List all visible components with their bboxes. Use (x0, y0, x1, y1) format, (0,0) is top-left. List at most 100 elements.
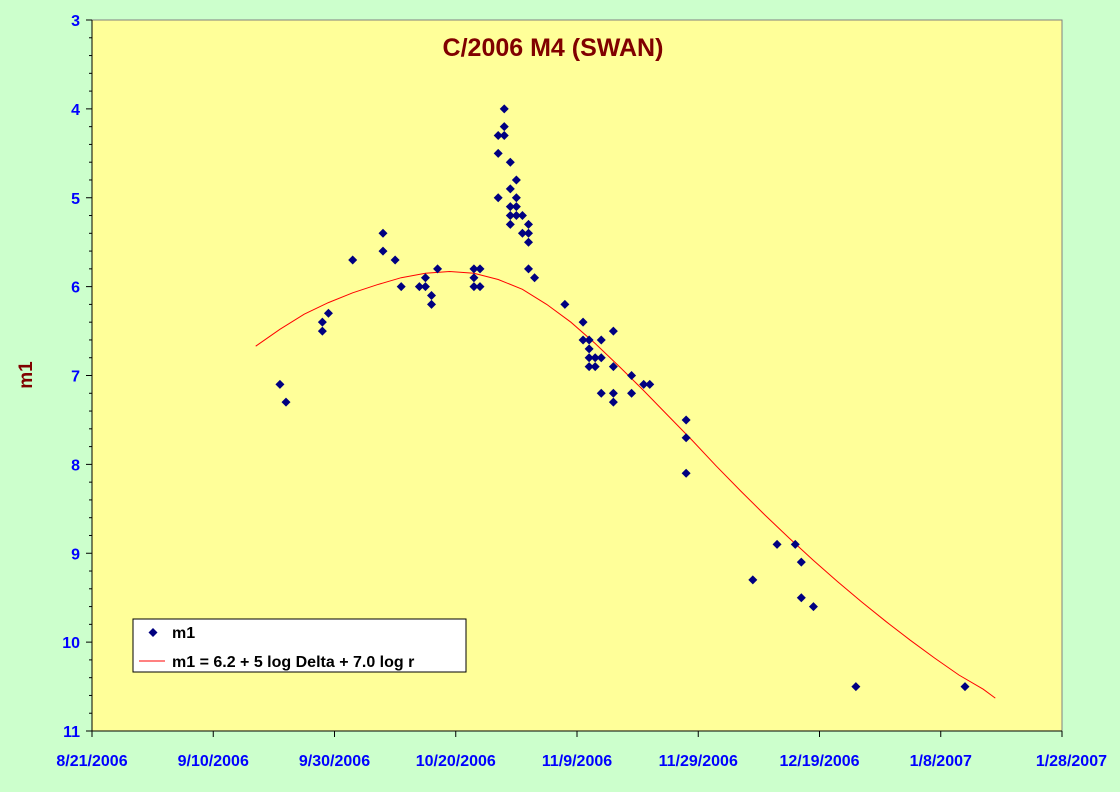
data-point (851, 682, 861, 692)
y-tick-label: 9 (71, 546, 80, 563)
data-point (681, 415, 691, 425)
y-tick-label: 10 (62, 635, 80, 652)
y-tick-label: 3 (71, 13, 80, 30)
data-point (420, 273, 430, 283)
data-point (560, 299, 570, 309)
points-layer (275, 104, 970, 692)
data-point (596, 353, 606, 363)
data-point (627, 371, 637, 380)
data-point (596, 388, 606, 398)
data-point (808, 602, 818, 612)
data-point (584, 344, 594, 354)
legend-label-m1: m1 (172, 625, 195, 642)
data-point (505, 219, 515, 229)
data-point (433, 264, 443, 274)
data-point (323, 308, 333, 318)
data-point (511, 202, 521, 212)
data-point (578, 317, 588, 327)
data-point (493, 193, 503, 203)
data-point (469, 273, 479, 283)
y-axis-label: m1 (16, 361, 37, 389)
data-point (578, 335, 588, 345)
data-point (469, 282, 479, 292)
data-point (772, 539, 782, 549)
data-point (505, 157, 515, 167)
data-point (584, 353, 594, 363)
data-point (517, 211, 527, 221)
data-point (475, 282, 485, 292)
data-point (281, 397, 291, 407)
data-point (608, 397, 618, 407)
data-point (524, 264, 533, 274)
data-point (608, 362, 618, 372)
x-tick-label: 9/30/2006 (299, 753, 370, 770)
data-point (427, 299, 436, 309)
data-point (627, 388, 637, 398)
data-point (505, 211, 515, 221)
data-point (511, 193, 521, 203)
data-point (608, 388, 618, 398)
data-point (517, 228, 527, 238)
data-point (493, 148, 503, 158)
data-point (475, 264, 485, 274)
y-tick-label: 4 (71, 102, 80, 119)
y-tick-label: 8 (71, 457, 80, 474)
data-point (796, 593, 806, 603)
x-tick-label: 11/9/2006 (542, 753, 612, 770)
data-point (590, 362, 600, 372)
data-point (317, 326, 327, 336)
x-tick-label: 9/10/2006 (178, 753, 249, 770)
legend-label-fit: m1 = 6.2 + 5 log Delta + 7.0 log r (172, 654, 414, 671)
legend-marker-m1 (148, 628, 158, 637)
data-point (960, 682, 970, 692)
data-point (414, 282, 424, 292)
x-axis-ticks: 8/21/2006 9/10/2006 9/30/2006 10/20/2006 11/… (56, 731, 1107, 770)
data-point (499, 131, 509, 141)
data-point (348, 255, 358, 265)
data-point (499, 104, 509, 114)
data-point (530, 273, 540, 283)
data-point (390, 255, 400, 265)
data-point (639, 379, 649, 389)
data-point (511, 175, 521, 185)
data-point (681, 433, 691, 443)
data-point (524, 237, 533, 247)
x-tick-label: 12/19/2006 (779, 753, 859, 770)
y-tick-label: 5 (71, 191, 80, 208)
data-point (317, 317, 327, 327)
x-tick-label: 1/28/2007 (1036, 753, 1107, 770)
data-point (378, 246, 388, 256)
data-point (645, 379, 655, 389)
data-point (396, 282, 406, 292)
data-point (790, 539, 800, 549)
plot-area (91, 19, 1063, 732)
data-point (590, 353, 600, 363)
legend: m1 m1 = 6.2 + 5 log Delta + 7.0 log r (132, 618, 467, 673)
data-point (511, 211, 521, 221)
data-point (524, 219, 533, 229)
chart-title: C/2006 M4 (SWAN) (443, 34, 664, 62)
data-point (420, 282, 430, 292)
data-point (499, 122, 509, 132)
data-point (796, 557, 806, 567)
data-point (608, 326, 618, 336)
legend-box (132, 618, 467, 673)
y-tick-label: 7 (71, 369, 80, 386)
data-point (524, 228, 533, 238)
data-point (427, 291, 436, 301)
data-point (505, 202, 515, 212)
data-point (275, 379, 285, 389)
y-tick-label: 6 (71, 280, 80, 297)
data-point (469, 264, 479, 274)
x-tick-label: 11/29/2006 (659, 753, 738, 770)
x-tick-label: 10/20/2006 (416, 753, 496, 770)
data-point (596, 335, 606, 345)
data-point (748, 575, 758, 585)
data-point (584, 335, 594, 345)
data-point (681, 468, 691, 478)
data-point (378, 228, 388, 238)
x-tick-label: 1/8/2007 (910, 753, 972, 770)
y-tick-label: 11 (63, 724, 80, 741)
data-point (493, 131, 503, 141)
